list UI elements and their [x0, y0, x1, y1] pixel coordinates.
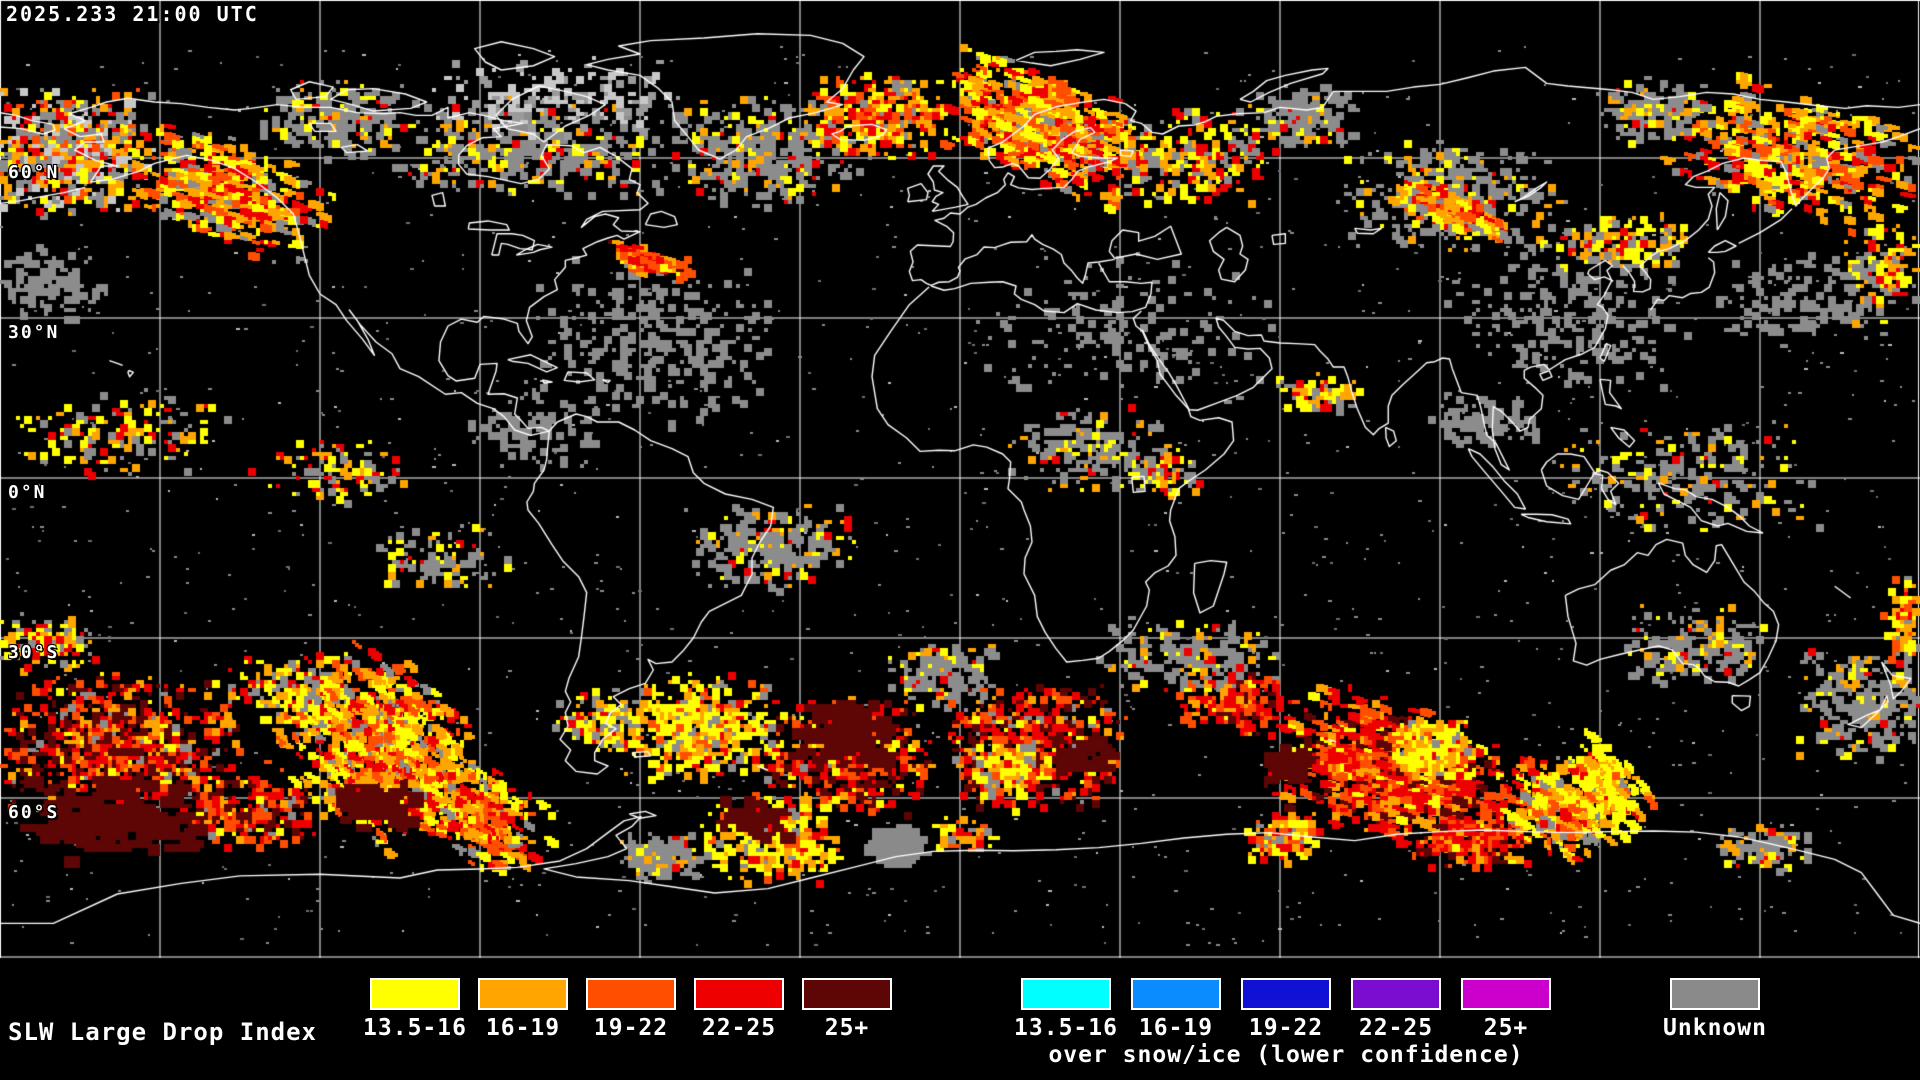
legend-class-4-label: 25+ [824, 1015, 870, 1041]
legend-unknown-class-swatch [1670, 978, 1760, 1010]
legend-snow-class-1: 16-19 [1122, 978, 1230, 1041]
legend-unknown-class: Unknown [1661, 978, 1769, 1041]
legend-class-4-swatch [802, 978, 892, 1010]
legend-class-1-swatch [478, 978, 568, 1010]
legend-class-4: 25+ [793, 978, 901, 1041]
legend-snow-class-4: 25+ [1452, 978, 1560, 1041]
legend-snow-class-3-label: 22-25 [1358, 1015, 1434, 1041]
legend-class-2: 19-22 [577, 978, 685, 1041]
latitude-label: 30°N [8, 322, 60, 343]
legend-snow-class-2-label: 19-22 [1248, 1015, 1324, 1041]
legend-snow-class-4-label: 25+ [1483, 1015, 1529, 1041]
legend-snow-class-2-swatch [1241, 978, 1331, 1010]
latitude-label: 60°S [8, 802, 60, 823]
legend-snow-class-1-swatch [1131, 978, 1221, 1010]
legend-class-1-label: 16-19 [485, 1015, 561, 1041]
legend-snow-class-0-swatch [1021, 978, 1111, 1010]
legend-snow-class-0-label: 13.5-16 [1014, 1015, 1118, 1041]
legend-snow-class-2: 19-22 [1232, 978, 1340, 1041]
legend-snow-class-4-swatch [1461, 978, 1551, 1010]
legend-snow-class-1-label: 16-19 [1138, 1015, 1214, 1041]
latitude-label: 0°N [8, 482, 47, 503]
legend-class-2-swatch [586, 978, 676, 1010]
latitude-label: 30°S [8, 642, 60, 663]
legend-snow-class-3: 22-25 [1342, 978, 1450, 1041]
legend-unknown-class-label: Unknown [1663, 1015, 1767, 1041]
legend-class-3-label: 22-25 [701, 1015, 777, 1041]
legend-class-1: 16-19 [469, 978, 577, 1041]
latitude-label: 60°N [8, 162, 60, 183]
legend-class-3: 22-25 [685, 978, 793, 1041]
legend-snow-note: over snow/ice (lower confidence) [1048, 1042, 1524, 1068]
legend-class-0: 13.5-16 [361, 978, 469, 1041]
legend-title: SLW Large Drop Index [8, 1018, 317, 1046]
legend-class-0-swatch [370, 978, 460, 1010]
legend-class-0-label: 13.5-16 [363, 1015, 467, 1041]
timestamp: 2025.233 21:00 UTC [6, 2, 259, 26]
legend-snow-class-3-swatch [1351, 978, 1441, 1010]
legend-class-2-label: 19-22 [593, 1015, 669, 1041]
legend-snow-class-0: 13.5-16 [1012, 978, 1120, 1041]
legend-class-3-swatch [694, 978, 784, 1010]
